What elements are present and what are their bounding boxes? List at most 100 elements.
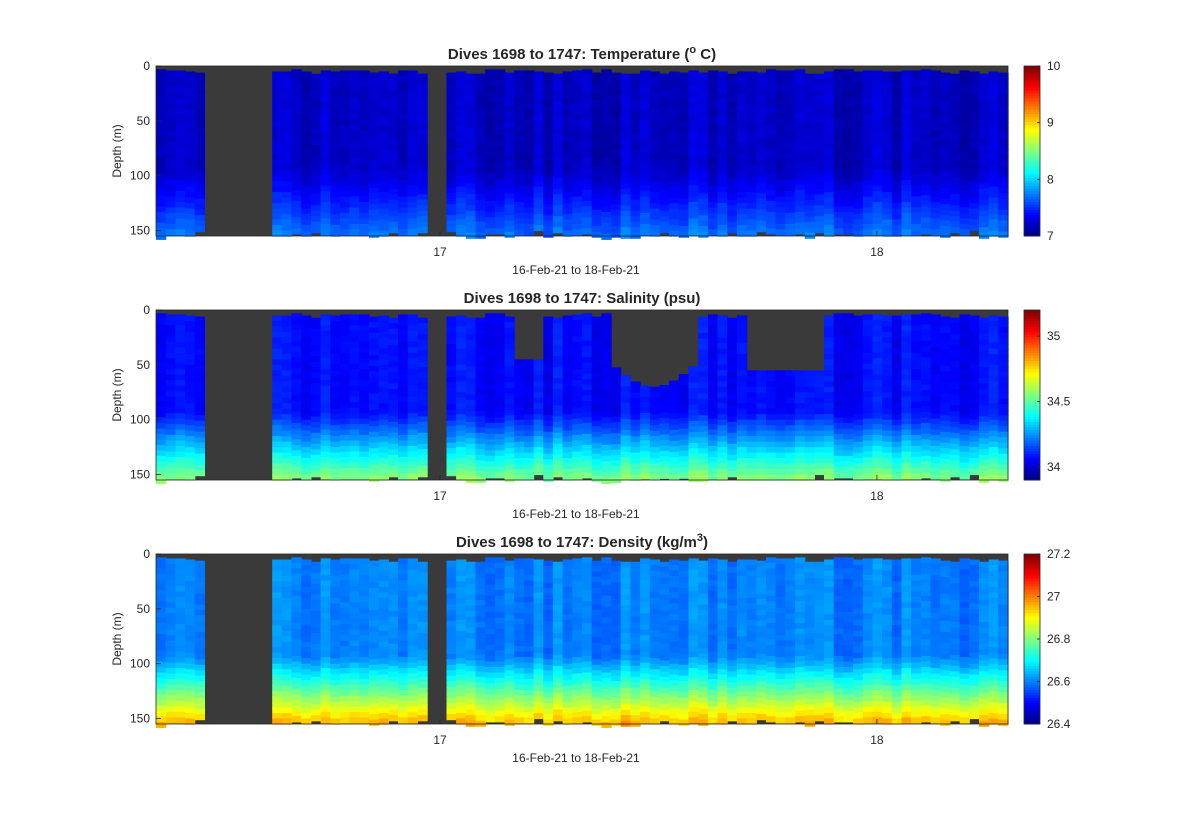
heatmap-cell <box>398 352 409 359</box>
heatmap-cell <box>698 171 709 178</box>
heatmap-cell <box>185 570 196 577</box>
heatmap-cell <box>349 103 360 110</box>
heatmap-cell <box>330 447 341 454</box>
heatmap-cell <box>156 672 167 679</box>
heatmap-cell <box>949 427 961 434</box>
heatmap-cell <box>756 116 767 123</box>
heatmap-cell <box>407 174 418 181</box>
heatmap-cell <box>882 321 893 328</box>
heatmap-cell <box>272 447 283 454</box>
heatmap-cell <box>736 392 748 399</box>
heatmap-cell <box>562 430 573 437</box>
heatmap-cell <box>165 163 176 170</box>
heatmap-cell <box>601 91 612 98</box>
heatmap-cell <box>814 414 825 421</box>
heatmap-cell <box>562 148 573 155</box>
heatmap-cell <box>553 465 564 472</box>
heatmap-cell <box>301 214 312 221</box>
heatmap-cell <box>688 185 699 192</box>
heatmap-cell <box>194 609 205 616</box>
heatmap-cell <box>698 78 709 85</box>
heatmap-cell <box>775 397 786 404</box>
heatmap-cell <box>766 124 777 131</box>
heatmap-cell <box>582 472 593 479</box>
heatmap-cell <box>359 81 370 88</box>
heatmap-cell <box>543 132 554 139</box>
heatmap-cell <box>330 104 341 111</box>
heatmap-cell <box>378 120 389 127</box>
heatmap-cell <box>494 107 506 114</box>
heatmap-cell <box>630 117 641 124</box>
heatmap-cell <box>378 474 389 481</box>
heatmap-cell <box>882 364 893 371</box>
heatmap-cell <box>969 115 980 122</box>
heatmap-cell <box>901 347 912 354</box>
heatmap-cell <box>727 183 738 190</box>
heatmap-cell <box>320 202 331 209</box>
heatmap-cell <box>475 416 486 423</box>
heatmap-cell <box>736 430 748 437</box>
heatmap-cell <box>814 134 825 141</box>
heatmap-cell <box>949 389 961 396</box>
heatmap-cell <box>156 102 167 109</box>
heatmap-cell <box>649 441 661 448</box>
heatmap-cell <box>930 213 941 220</box>
heatmap-cell <box>814 447 825 454</box>
heatmap-cell <box>824 159 835 166</box>
heatmap-cell <box>562 192 573 199</box>
heatmap-cell <box>320 402 331 409</box>
heatmap-cell <box>340 125 351 132</box>
heatmap-cell <box>940 398 951 405</box>
heatmap-cell <box>901 413 912 420</box>
heatmap-cell <box>678 111 690 118</box>
heatmap-cell <box>940 111 951 118</box>
heatmap-cell <box>378 315 389 322</box>
heatmap-cell <box>736 458 748 465</box>
heatmap-cell <box>853 208 864 215</box>
heatmap-cell <box>572 97 583 104</box>
heatmap-cell <box>901 147 912 154</box>
heatmap-cell <box>969 403 980 410</box>
heatmap-cell <box>591 83 602 90</box>
heatmap-cell <box>475 205 486 212</box>
heatmap-cell <box>727 95 738 102</box>
heatmap-cell <box>553 460 564 467</box>
heatmap-cell <box>620 177 631 184</box>
heatmap-cell <box>175 169 186 176</box>
heatmap-cell <box>640 434 651 441</box>
heatmap-cell <box>165 81 176 88</box>
heatmap-cell <box>533 397 544 404</box>
heatmap-cell <box>533 447 544 454</box>
heatmap-cell <box>369 149 380 156</box>
heatmap-cell <box>688 180 699 187</box>
heatmap-cell <box>872 136 883 143</box>
heatmap-cell <box>775 191 786 198</box>
heatmap-cell <box>553 394 564 401</box>
heatmap-cell <box>398 218 409 225</box>
heatmap-cell <box>407 70 418 77</box>
heatmap-cell <box>959 446 970 453</box>
heatmap-cell <box>301 126 312 133</box>
heatmap-cell <box>320 330 331 337</box>
heatmap-cell <box>291 412 302 419</box>
heatmap-cell <box>359 325 370 332</box>
heatmap-cell <box>465 95 477 102</box>
heatmap-cell <box>940 193 951 200</box>
heatmap-cell <box>795 206 806 213</box>
heatmap-cell <box>582 390 593 397</box>
heatmap-cell <box>504 360 515 367</box>
heatmap-cell <box>959 196 970 203</box>
heatmap-cell <box>446 453 457 460</box>
heatmap-cell <box>456 364 467 371</box>
heatmap-cell <box>494 69 506 76</box>
heatmap-cell <box>775 141 786 148</box>
heatmap-cell <box>456 348 467 355</box>
heatmap-cell <box>340 229 351 236</box>
heatmap-cell <box>310 389 322 396</box>
heatmap-cell <box>998 111 1009 118</box>
heatmap-cell <box>475 227 486 234</box>
heatmap-cell <box>979 421 990 428</box>
heatmap-cell <box>185 219 196 226</box>
heatmap-cell <box>872 319 883 326</box>
heatmap-cell <box>417 73 428 80</box>
